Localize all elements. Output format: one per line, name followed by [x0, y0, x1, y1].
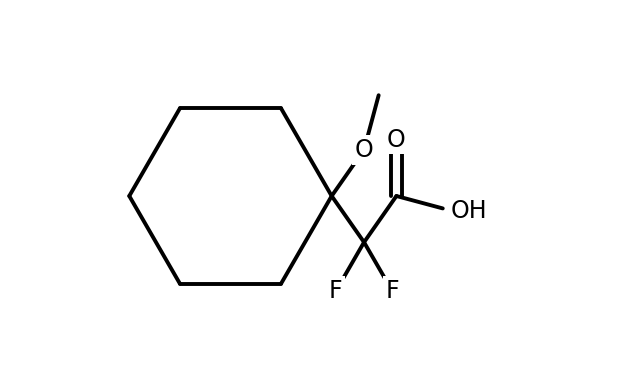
Text: F: F [329, 279, 342, 303]
Text: O: O [387, 127, 406, 152]
Text: F: F [385, 279, 399, 303]
Text: OH: OH [451, 199, 488, 223]
Text: O: O [355, 138, 373, 162]
